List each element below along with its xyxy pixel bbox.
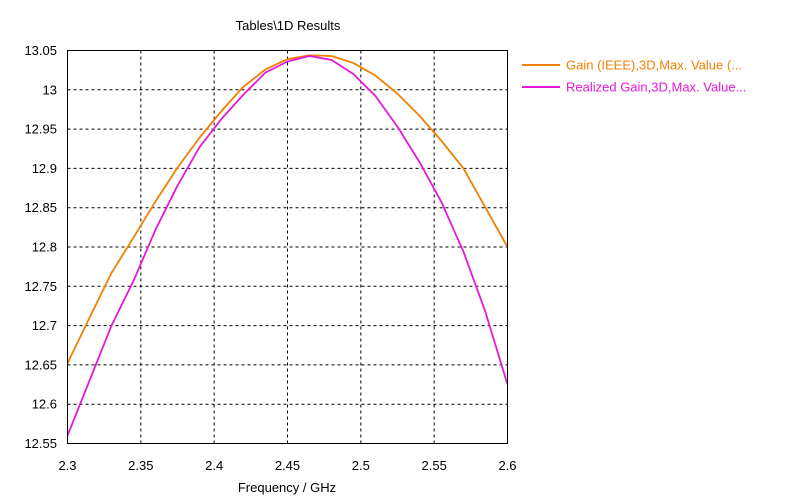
- y-tick-label: 12.9: [32, 161, 57, 176]
- y-tick-label: 12.65: [24, 357, 57, 372]
- legend: Gain (IEEE),3D,Max. Value (... Realized G…: [522, 58, 746, 95]
- y-tick-label: 12.8: [32, 240, 57, 255]
- y-tick-labels: 12.55 12.6 12.65 12.7 12.75 12.8 12.85 12.9 12.9…: [24, 43, 57, 451]
- series-line-1: [66, 54, 509, 364]
- y-tick-label: 13: [43, 82, 57, 97]
- chart-title: Tables\1D Results: [236, 18, 341, 33]
- y-tick-label: 13.05: [24, 43, 57, 58]
- x-tick-label: 2.3: [58, 458, 76, 473]
- y-tick-label: 12.95: [24, 122, 57, 137]
- x-tick-label: 2.35: [128, 458, 153, 473]
- x-tick-label: 2.55: [422, 458, 447, 473]
- x-tick-label: 2.45: [275, 458, 300, 473]
- legend-label-2: Realized Gain,3D,Max. Value...: [566, 80, 746, 95]
- plot-frame: [67, 50, 508, 444]
- grid: [67, 50, 508, 444]
- series-lines: [66, 54, 509, 436]
- y-tick-label: 12.75: [24, 279, 57, 294]
- legend-label-1: Gain (IEEE),3D,Max. Value (...: [566, 58, 742, 73]
- x-tick-label: 2.6: [498, 458, 516, 473]
- x-tick-label: 2.5: [352, 458, 370, 473]
- y-tick-label: 12.85: [24, 200, 57, 215]
- x-tick-label: 2.4: [205, 458, 223, 473]
- x-tick-labels: 2.3 2.35 2.4 2.45 2.5 2.55 2.6: [58, 458, 516, 473]
- y-tick-label: 12.7: [32, 318, 57, 333]
- y-tick-label: 12.6: [32, 397, 57, 412]
- y-tick-label: 12.55: [24, 436, 57, 451]
- series-line-2: [66, 55, 509, 436]
- x-axis-label: Frequency / GHz: [238, 480, 336, 495]
